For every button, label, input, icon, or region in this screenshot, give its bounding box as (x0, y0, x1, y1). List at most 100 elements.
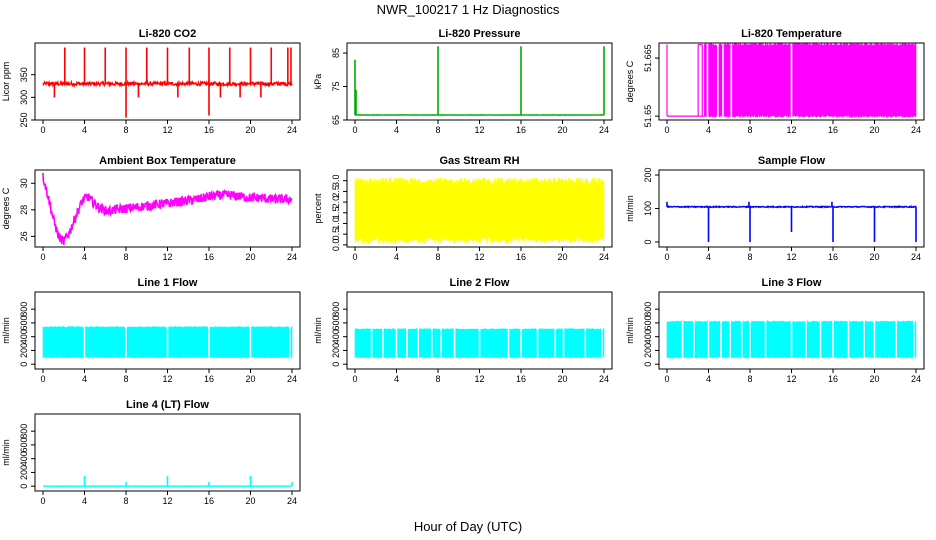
panel-ylabel: ml/min (625, 195, 635, 222)
x-tick-label: 16 (204, 374, 214, 384)
x-tick-label: 16 (516, 252, 526, 262)
x-tick-label: 24 (287, 496, 297, 506)
panel-title: Ambient Box Temperature (99, 155, 236, 167)
y-tick-label: 1.0 (331, 217, 341, 230)
panel-title: Line 1 Flow (138, 277, 198, 289)
x-tick-label: 24 (287, 374, 297, 384)
y-tick-label: 350 (19, 67, 29, 82)
chart-panel-3: Li-820 Temperature degrees C 0 4 8 12 16 20 24 51… (625, 28, 925, 135)
x-tick-label: 20 (557, 374, 567, 384)
y-tick-label: 800 (19, 424, 29, 439)
x-tick-label: 24 (911, 374, 921, 384)
x-tick-label: 24 (911, 252, 921, 262)
x-tick-label: 4 (394, 374, 399, 384)
y-tick-label: 28 (19, 205, 29, 215)
x-tick-label: 8 (435, 252, 440, 262)
panel-data (42, 475, 293, 488)
panel-ylabel: kPa (313, 74, 323, 90)
y-tick-label: 800 (643, 302, 653, 317)
x-tick-label: 4 (394, 125, 399, 135)
y-tick-label: 600 (19, 437, 29, 452)
x-tick-label: 12 (162, 252, 172, 262)
chart-panel-2: Li-820 Pressure kPa 0 4 8 12 16 20 24 65 75 85 (313, 28, 613, 135)
x-tick-label: 8 (123, 125, 128, 135)
x-tick-label: 0 (352, 252, 357, 262)
y-tick-label: 0.0 (331, 239, 341, 252)
panel-data (354, 176, 605, 245)
y-tick-label: 0 (19, 362, 29, 367)
chart-panel-10: Line 4 (LT) Flow ml/min 0 4 8 12 16 20 24 0 200400… (1, 399, 301, 506)
y-tick-label: 600 (331, 315, 341, 330)
y-tick-label: 0 (19, 484, 29, 489)
y-tick-label: 26 (19, 231, 29, 241)
x-tick-label: 0 (664, 252, 669, 262)
x-tick-label: 12 (474, 252, 484, 262)
x-tick-label: 8 (747, 252, 752, 262)
x-tick-label: 8 (123, 496, 128, 506)
chart-panel-9: Line 3 Flow ml/min 0 4 8 12 16 20 24 0 20040060080… (625, 277, 925, 384)
panel-title: Sample Flow (758, 155, 826, 167)
chart-panel-5: Gas Stream RH percent 0 4 8 12 16 20 24 0.00.51.0… (313, 155, 613, 262)
chart-panel-4: Ambient Box Temperature degrees C 0 4 8 12 16 2… (1, 155, 301, 262)
y-tick-label: 75 (331, 82, 341, 92)
chart-panel-8: Line 2 Flow ml/min 0 4 8 12 16 20 24 0 20040060080… (313, 277, 613, 384)
y-tick-label: 300 (19, 90, 29, 105)
y-tick-label: 2.0 (331, 196, 341, 209)
x-tick-label: 20 (869, 374, 879, 384)
series-line (42, 172, 293, 245)
panel-data (666, 43, 917, 119)
x-tick-label: 12 (786, 374, 796, 384)
y-tick-label: 2.5 (331, 185, 341, 198)
panel-data (666, 319, 917, 360)
panel-frame (34, 169, 301, 248)
x-tick-label: 20 (245, 125, 255, 135)
panel-data (666, 201, 917, 242)
y-tick-label: 400 (331, 329, 341, 344)
series-band (354, 176, 605, 245)
y-tick-label: 1.5 (331, 207, 341, 220)
x-tick-label: 24 (287, 252, 297, 262)
x-tick-label: 20 (557, 125, 567, 135)
panel-ylabel: ml/min (1, 439, 11, 466)
x-tick-label: 16 (204, 496, 214, 506)
x-tick-label: 4 (82, 496, 87, 506)
y-tick-label: 250 (19, 112, 29, 127)
x-tick-label: 0 (664, 374, 669, 384)
panel-ylabel: degrees C (625, 60, 635, 102)
x-tick-label: 4 (394, 252, 399, 262)
x-tick-label: 8 (123, 374, 128, 384)
panel-ylabel: percent (313, 193, 323, 224)
panel-title: Li-820 Temperature (741, 28, 842, 40)
x-tick-label: 20 (557, 252, 567, 262)
y-tick-label: 400 (19, 451, 29, 466)
x-tick-label: 20 (245, 252, 255, 262)
x-tick-label: 20 (245, 496, 255, 506)
y-tick-label: 51.665 (643, 44, 653, 72)
x-tick-label: 12 (162, 125, 172, 135)
panel-ylabel: ml/min (1, 317, 11, 344)
x-tick-label: 0 (40, 374, 45, 384)
x-tick-label: 16 (828, 125, 838, 135)
panel-ylabel: ml/min (313, 317, 323, 344)
x-tick-label: 16 (828, 252, 838, 262)
y-tick-label: 200 (19, 465, 29, 480)
panel-grid: Li-820 CO2 Licor ppm 0 4 8 12 16 20 24 250 300 350 L… (1, 28, 925, 506)
panel-data (354, 46, 605, 116)
x-tick-label: 0 (40, 125, 45, 135)
panel-ylabel: degrees C (1, 187, 11, 229)
panel-data (42, 47, 293, 118)
x-tick-label: 20 (869, 252, 879, 262)
figure-xlabel: Hour of Day (UTC) (414, 519, 522, 534)
y-tick-label: 800 (19, 302, 29, 317)
y-tick-label: 0 (331, 362, 341, 367)
panel-ylabel: Licor ppm (1, 62, 11, 102)
x-tick-label: 20 (869, 125, 879, 135)
panel-title: Line 4 (LT) Flow (126, 399, 209, 411)
panel-title: Li-820 CO2 (139, 28, 196, 40)
x-tick-label: 16 (516, 374, 526, 384)
x-tick-label: 0 (664, 125, 669, 135)
y-tick-label: 3.0 (331, 174, 341, 187)
y-tick-label: 51.65 (643, 105, 653, 128)
x-tick-label: 24 (599, 125, 609, 135)
